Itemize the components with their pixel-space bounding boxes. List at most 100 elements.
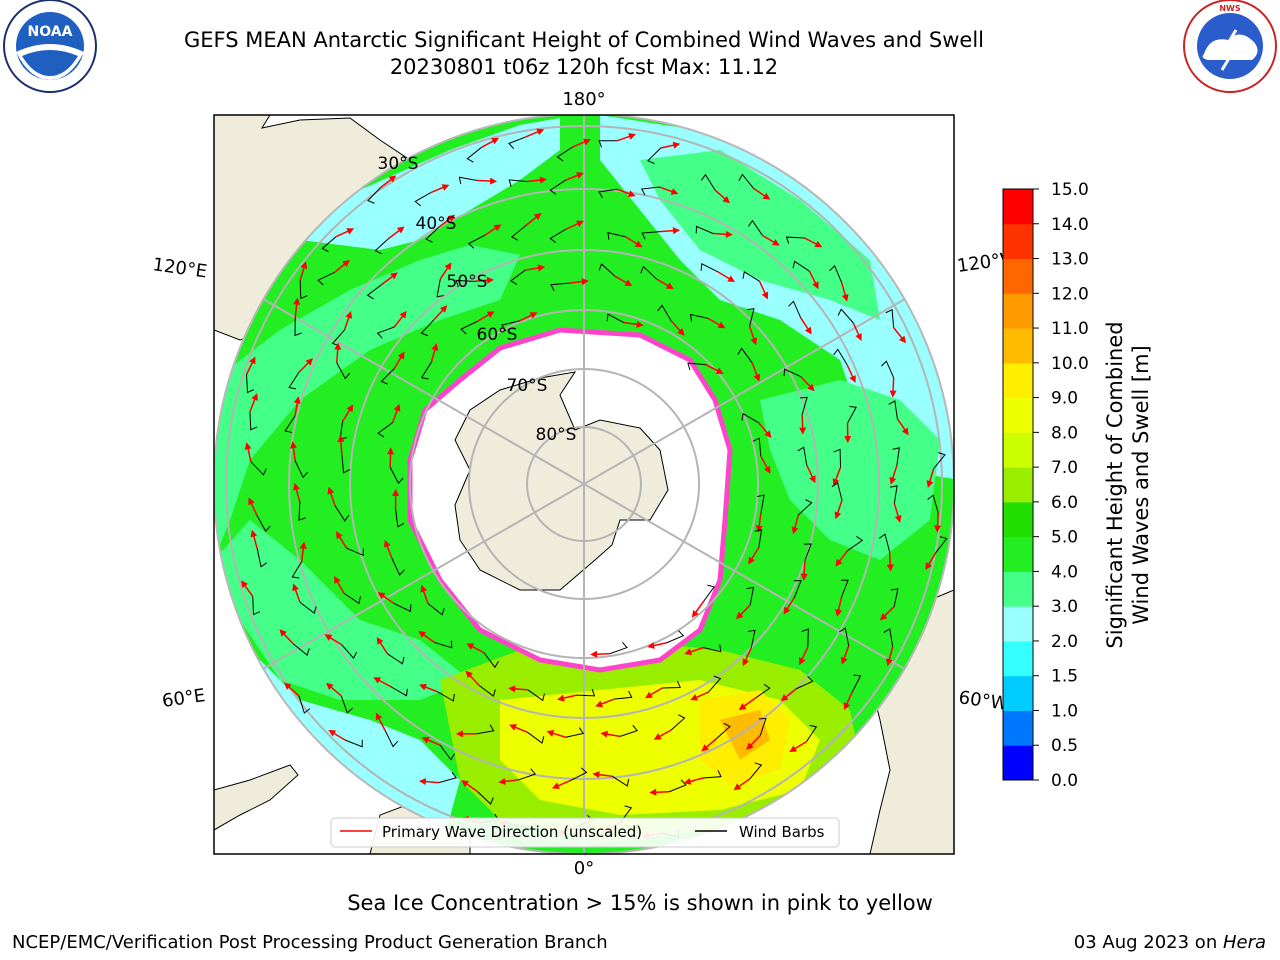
wave-arrowhead: [486, 276, 495, 284]
wind-barb: [475, 724, 495, 735]
wind-barb: [748, 219, 763, 236]
wave-arrowhead: [691, 609, 699, 618]
wave-arrowhead: [841, 293, 849, 302]
wave-arrowhead: [701, 744, 709, 752]
wind-barb: [345, 739, 363, 748]
wave-arrowhead: [328, 729, 337, 737]
wave-arrowhead: [377, 592, 386, 600]
wind-barb: [933, 452, 946, 470]
wave-arrowhead: [592, 771, 600, 779]
wind-barb: [606, 313, 625, 324]
wave-arrowhead: [894, 514, 902, 523]
lat-label-40s: 40°S: [416, 214, 457, 234]
wave-arrowhead: [684, 648, 693, 656]
wind-barb: [804, 543, 812, 562]
wind-barb: [885, 308, 895, 328]
wave-arrowhead: [420, 584, 428, 593]
wave-arrowhead: [748, 556, 755, 565]
wave-arrowhead: [244, 442, 252, 450]
wave-arrowhead: [647, 642, 655, 649]
wind-barb: [758, 718, 767, 736]
wave-arrowhead: [396, 226, 405, 234]
wave-arrowhead: [509, 724, 517, 731]
wave-arrowhead: [324, 634, 333, 641]
wave-arrowhead: [653, 733, 662, 740]
wind-barb: [647, 147, 662, 164]
wind-barb: [343, 592, 361, 605]
wind-barb: [366, 283, 383, 300]
lat-label-30s: 30°S: [378, 154, 419, 174]
wind-barb: [833, 448, 842, 468]
wave-arrowhead: [715, 367, 724, 374]
wind-barb: [467, 234, 485, 249]
wave-arrowhead: [733, 783, 742, 791]
wave-arrowhead: [835, 608, 843, 617]
wave-arrowhead: [498, 778, 506, 785]
wind-barb: [662, 680, 681, 689]
wind-barb: [798, 499, 813, 516]
wind-barb: [881, 360, 895, 378]
wind-barb: [477, 791, 494, 805]
wave-arrowhead: [248, 497, 255, 506]
wave-arrowhead: [455, 730, 463, 738]
wave-arrowhead: [418, 630, 427, 638]
wave-arrowhead: [390, 272, 398, 280]
wind-barb: [747, 629, 756, 649]
wave-arrowhead: [305, 358, 314, 366]
lat-label-80s: 80°S: [536, 425, 577, 445]
wind-barb: [609, 641, 628, 655]
chart-title: GEFS MEAN Antarctic Significant Height o…: [183, 28, 985, 52]
wave-arrowhead: [645, 691, 653, 699]
wave-arrowhead: [373, 677, 382, 684]
colorbar-swatch: [1003, 432, 1033, 468]
wave-arrowhead: [889, 390, 897, 398]
wave-arrowhead: [397, 351, 405, 360]
wind-barb: [687, 362, 706, 371]
wind-barb: [299, 601, 317, 615]
wind-barb: [801, 628, 809, 648]
wave-arrowhead: [539, 176, 547, 184]
wave-arrowhead: [551, 782, 560, 789]
colorbar-swatch: [1003, 223, 1033, 260]
colorbar-swatch: [1003, 710, 1033, 746]
wave-arrowhead: [546, 730, 555, 737]
wave-arrowhead: [814, 240, 823, 248]
wind-barb: [321, 236, 337, 253]
wind-barb: [847, 405, 857, 424]
colorbar-swatch: [1003, 501, 1033, 538]
wind-barb: [510, 269, 526, 285]
wind-barb: [800, 396, 808, 415]
wind-barb: [754, 683, 771, 699]
wave-arrowhead: [627, 190, 636, 197]
wind-barb: [387, 653, 405, 665]
wave-arrowhead: [466, 643, 475, 650]
wave-arrowhead: [677, 328, 685, 336]
wind-barb: [829, 264, 843, 283]
wind-barb: [380, 368, 395, 385]
wave-arrowhead: [746, 742, 754, 750]
wind-barb: [837, 308, 854, 324]
wind-barb: [284, 415, 296, 433]
wave-arrowhead: [335, 531, 343, 540]
wind-barb: [455, 279, 475, 288]
colorbar-tick-label: 1.0: [1051, 701, 1078, 721]
colorbar-swatch: [1003, 640, 1033, 677]
wind-barb: [518, 768, 537, 781]
wind-barb: [805, 724, 818, 743]
wind-barb: [703, 584, 716, 602]
lon-label-120e: 120°E: [151, 254, 208, 282]
wind-barb: [317, 272, 335, 286]
wave-arrowhead: [384, 539, 391, 548]
wind-barb: [427, 603, 445, 616]
nws-logo: NWS: [1183, 0, 1277, 93]
wind-barb: [299, 280, 308, 300]
wind-barb: [391, 558, 405, 576]
wind-barb: [250, 461, 267, 476]
wave-arrowhead: [241, 580, 248, 588]
wind-barb: [437, 691, 455, 702]
wind-barb: [390, 686, 408, 697]
wave-arrowhead: [799, 427, 807, 435]
wave-arrowhead: [886, 564, 894, 572]
noaa-logo: NOAA: [3, 0, 97, 93]
wave-arrowhead: [299, 541, 307, 549]
